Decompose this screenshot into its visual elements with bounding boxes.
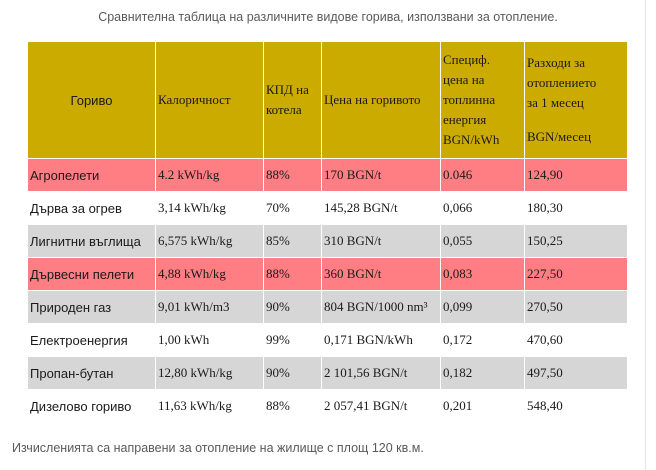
cell-fuel: Дърва за огрев bbox=[27, 191, 156, 225]
cell-calorific: 3,14 kWh/kg bbox=[155, 191, 264, 225]
header-monthly-cost: Разходи за отоплението за 1 месец BGN/ме… bbox=[524, 41, 628, 159]
table-row: Дървесни пелети 4,88 kWh/kg 88% 360 BGN/… bbox=[27, 257, 628, 291]
cell-monthly-cost: 497,50 bbox=[524, 356, 628, 390]
cell-specific-price: 0,083 bbox=[440, 257, 525, 291]
cell-calorific: 11,63 kWh/kg bbox=[155, 389, 264, 423]
header-monthly-line: за 1 месец bbox=[527, 95, 584, 110]
table-row: Агропелети 4.2 kWh/kg 88% 170 BGN/t 0.04… bbox=[27, 158, 628, 192]
cell-fuel: Дизелово гориво bbox=[27, 389, 156, 423]
header-specific-line: цена на bbox=[443, 72, 485, 87]
header-spacer bbox=[527, 113, 627, 127]
cell-efficiency: 88% bbox=[263, 389, 322, 423]
page-divider bbox=[645, 0, 646, 470]
cell-fuel: Агропелети bbox=[27, 158, 156, 192]
cell-price: 310 BGN/t bbox=[321, 224, 441, 258]
cell-fuel: Лигнитни въглища bbox=[27, 224, 156, 258]
table-caption: Сравнителна таблица на различните видове… bbox=[98, 10, 558, 24]
fuel-comparison-table: Гориво Калоричност КПД на котела Цена на… bbox=[27, 41, 628, 423]
cell-calorific: 6,575 kWh/kg bbox=[155, 224, 264, 258]
table-row: Дизелово гориво 11,63 kWh/kg 88% 2 057,4… bbox=[27, 389, 628, 423]
cell-efficiency: 70% bbox=[263, 191, 322, 225]
cell-fuel: Дървесни пелети bbox=[27, 257, 156, 291]
table-row: Дърва за огрев 3,14 kWh/kg 70% 145,28 BG… bbox=[27, 191, 628, 225]
cell-efficiency: 85% bbox=[263, 224, 322, 258]
cell-monthly-cost: 270,50 bbox=[524, 290, 628, 324]
table-header-row: Гориво Калоричност КПД на котела Цена на… bbox=[27, 41, 628, 159]
cell-monthly-cost: 548,40 bbox=[524, 389, 628, 423]
cell-price: 0,171 BGN/kWh bbox=[321, 323, 441, 357]
header-specific-line: енергия bbox=[443, 112, 487, 127]
cell-price: 360 BGN/t bbox=[321, 257, 441, 291]
cell-fuel: Електроенергия bbox=[27, 323, 156, 357]
cell-monthly-cost: 470,60 bbox=[524, 323, 628, 357]
cell-calorific: 4.2 kWh/kg bbox=[155, 158, 264, 192]
table-row: Природен газ 9,01 kWh/m3 90% 804 BGN/100… bbox=[27, 290, 628, 324]
header-monthly-line: BGN/месец bbox=[527, 129, 592, 144]
cell-price: 145,28 BGN/t bbox=[321, 191, 441, 225]
cell-fuel: Природен газ bbox=[27, 290, 156, 324]
header-fuel: Гориво bbox=[27, 41, 156, 159]
table-row: Лигнитни въглища 6,575 kWh/kg 85% 310 BG… bbox=[27, 224, 628, 258]
cell-specific-price: 0,182 bbox=[440, 356, 525, 390]
cell-specific-price: 0,099 bbox=[440, 290, 525, 324]
cell-monthly-cost: 150,25 bbox=[524, 224, 628, 258]
cell-efficiency: 90% bbox=[263, 290, 322, 324]
footnote: Изчисленията са направени за отопление н… bbox=[12, 441, 424, 455]
cell-fuel: Пропан-бутан bbox=[27, 356, 156, 390]
cell-calorific: 4,88 kWh/kg bbox=[155, 257, 264, 291]
cell-specific-price: 0,066 bbox=[440, 191, 525, 225]
cell-calorific: 9,01 kWh/m3 bbox=[155, 290, 264, 324]
header-price: Цена на горивото bbox=[321, 41, 441, 159]
cell-calorific: 1,00 kWh bbox=[155, 323, 264, 357]
header-efficiency: КПД на котела bbox=[263, 41, 322, 159]
cell-monthly-cost: 180,30 bbox=[524, 191, 628, 225]
header-specific-line: BGN/kWh bbox=[443, 132, 500, 147]
cell-specific-price: 0,055 bbox=[440, 224, 525, 258]
cell-monthly-cost: 124,90 bbox=[524, 158, 628, 192]
header-monthly-line: отоплението bbox=[527, 75, 597, 90]
header-specific-price: Специф. цена на топлинна енергия BGN/kWh bbox=[440, 41, 525, 159]
cell-specific-price: 0.046 bbox=[440, 158, 525, 192]
cell-efficiency: 99% bbox=[263, 323, 322, 357]
cell-efficiency: 88% bbox=[263, 257, 322, 291]
cell-price: 804 BGN/1000 nm³ bbox=[321, 290, 441, 324]
header-efficiency-line: котела bbox=[266, 102, 302, 117]
cell-price: 170 BGN/t bbox=[321, 158, 441, 192]
cell-price: 2 057,41 BGN/t bbox=[321, 389, 441, 423]
header-specific-line: Специф. bbox=[443, 52, 490, 67]
header-specific-line: топлинна bbox=[443, 92, 496, 107]
header-efficiency-line: КПД на bbox=[266, 82, 309, 97]
cell-specific-price: 0,201 bbox=[440, 389, 525, 423]
table-row: Електроенергия 1,00 kWh 99% 0,171 BGN/kW… bbox=[27, 323, 628, 357]
cell-calorific: 12,80 kWh/kg bbox=[155, 356, 264, 390]
cell-efficiency: 90% bbox=[263, 356, 322, 390]
cell-specific-price: 0,172 bbox=[440, 323, 525, 357]
header-monthly-line: Разходи за bbox=[527, 55, 585, 70]
cell-monthly-cost: 227,50 bbox=[524, 257, 628, 291]
cell-efficiency: 88% bbox=[263, 158, 322, 192]
header-calorific: Калоричност bbox=[155, 41, 264, 159]
cell-price: 2 101,56 BGN/t bbox=[321, 356, 441, 390]
table-row: Пропан-бутан 12,80 kWh/kg 90% 2 101,56 B… bbox=[27, 356, 628, 390]
